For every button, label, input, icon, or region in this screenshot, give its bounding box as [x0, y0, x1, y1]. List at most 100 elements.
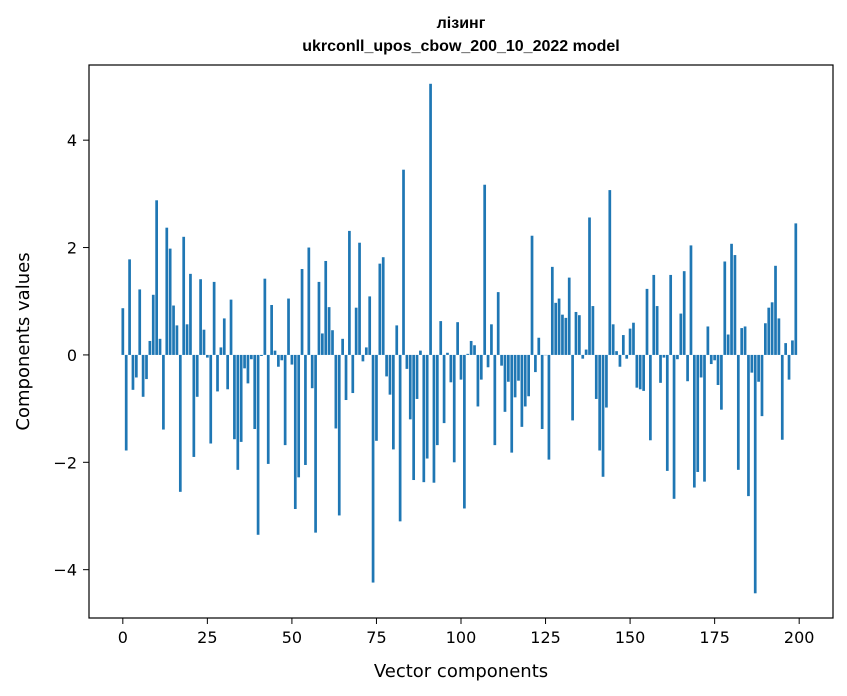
- bar-63: [334, 354, 338, 429]
- y-tick-label: 0: [67, 346, 77, 365]
- y-axis-label: Components values: [13, 252, 34, 430]
- bar-165: [679, 313, 683, 355]
- bar-4: [134, 354, 138, 378]
- bar-86: [412, 354, 416, 481]
- bar-12: [162, 354, 165, 430]
- bar-30: [222, 318, 226, 355]
- bars-group: [121, 83, 798, 594]
- bar-92: [432, 354, 436, 483]
- bar-77: [381, 257, 385, 355]
- bar-48: [283, 354, 287, 446]
- bar-74: [371, 354, 375, 583]
- bar-6: [141, 354, 145, 397]
- bar-135: [578, 315, 581, 355]
- bar-79: [388, 354, 392, 395]
- bar-107: [483, 184, 487, 355]
- bar-78: [385, 354, 388, 377]
- bar-26: [209, 354, 213, 444]
- bar-76: [378, 263, 382, 355]
- bar-87: [415, 354, 419, 399]
- bar-61: [327, 307, 331, 355]
- bar-151: [632, 322, 635, 355]
- bar-73: [368, 296, 372, 355]
- bar-188: [757, 354, 760, 382]
- bar-2: [128, 259, 131, 355]
- bar-154: [642, 354, 645, 391]
- bar-14: [168, 248, 172, 355]
- chart-subtitle: ukrconll_upos_cbow_200_10_2022 model: [302, 38, 619, 55]
- bar-157: [652, 274, 656, 355]
- bar-27: [212, 281, 216, 355]
- bar-5: [138, 289, 142, 355]
- bar-25: [206, 354, 209, 358]
- y-tick-label: −4: [53, 561, 77, 580]
- bar-182: [736, 354, 740, 470]
- bar-44: [270, 304, 273, 355]
- bar-24: [202, 329, 206, 355]
- bar-131: [564, 317, 568, 355]
- bar-52: [297, 354, 301, 478]
- y-tick-label: 2: [67, 239, 77, 258]
- bar-21: [192, 354, 196, 457]
- bar-149: [625, 354, 629, 359]
- bar-158: [655, 306, 659, 355]
- x-axis: 0 25 50 75 100 125 150 175 200: [118, 618, 815, 647]
- bar-46: [277, 354, 280, 367]
- bar-186: [750, 354, 754, 373]
- bar-129: [557, 298, 561, 355]
- bar-119: [523, 354, 527, 407]
- bar-147: [618, 354, 622, 367]
- bar-178: [723, 261, 727, 355]
- bar-17: [178, 354, 182, 492]
- bar-103: [469, 340, 473, 355]
- bar-15: [172, 305, 175, 355]
- bar-36: [243, 354, 246, 369]
- bar-109: [490, 324, 493, 355]
- bar-176: [716, 354, 720, 385]
- bar-34: [236, 354, 240, 470]
- bar-134: [574, 311, 578, 355]
- bar-169: [692, 354, 696, 488]
- bar-32: [229, 299, 233, 355]
- bar-29: [219, 347, 223, 355]
- bar-152: [635, 354, 639, 388]
- bar-88: [419, 350, 422, 355]
- bar-49: [287, 298, 290, 355]
- bar-187: [753, 354, 757, 594]
- bar-153: [638, 354, 642, 390]
- bar-59: [320, 333, 324, 355]
- bar-60: [324, 260, 328, 355]
- bar-133: [571, 354, 574, 421]
- bar-101: [463, 354, 466, 509]
- bar-35: [239, 354, 243, 442]
- bar-66: [344, 354, 348, 401]
- bar-102: [466, 353, 470, 355]
- bar-179: [726, 334, 730, 355]
- bar-108: [486, 354, 490, 368]
- bar-67: [348, 230, 351, 355]
- x-tick-label: 200: [784, 628, 815, 647]
- bar-115: [510, 354, 514, 453]
- bar-7: [145, 354, 148, 380]
- bar-177: [720, 354, 723, 410]
- bar-65: [341, 338, 344, 355]
- bar-128: [554, 302, 558, 355]
- bar-51: [293, 354, 297, 510]
- bar-194: [777, 318, 781, 355]
- bar-143: [605, 354, 608, 408]
- bar-64: [337, 354, 341, 516]
- bar-112: [500, 354, 503, 366]
- bar-31: [226, 354, 230, 390]
- bar-170: [696, 354, 700, 472]
- bar-173: [706, 326, 710, 355]
- bar-180: [730, 243, 733, 355]
- bar-0: [121, 308, 125, 355]
- bar-118: [520, 354, 524, 427]
- bar-175: [713, 354, 716, 361]
- bar-56: [310, 354, 314, 389]
- bar-166: [682, 271, 686, 355]
- bar-93: [435, 354, 439, 446]
- bar-181: [733, 255, 737, 355]
- bar-57: [314, 354, 317, 533]
- bar-11: [158, 338, 162, 355]
